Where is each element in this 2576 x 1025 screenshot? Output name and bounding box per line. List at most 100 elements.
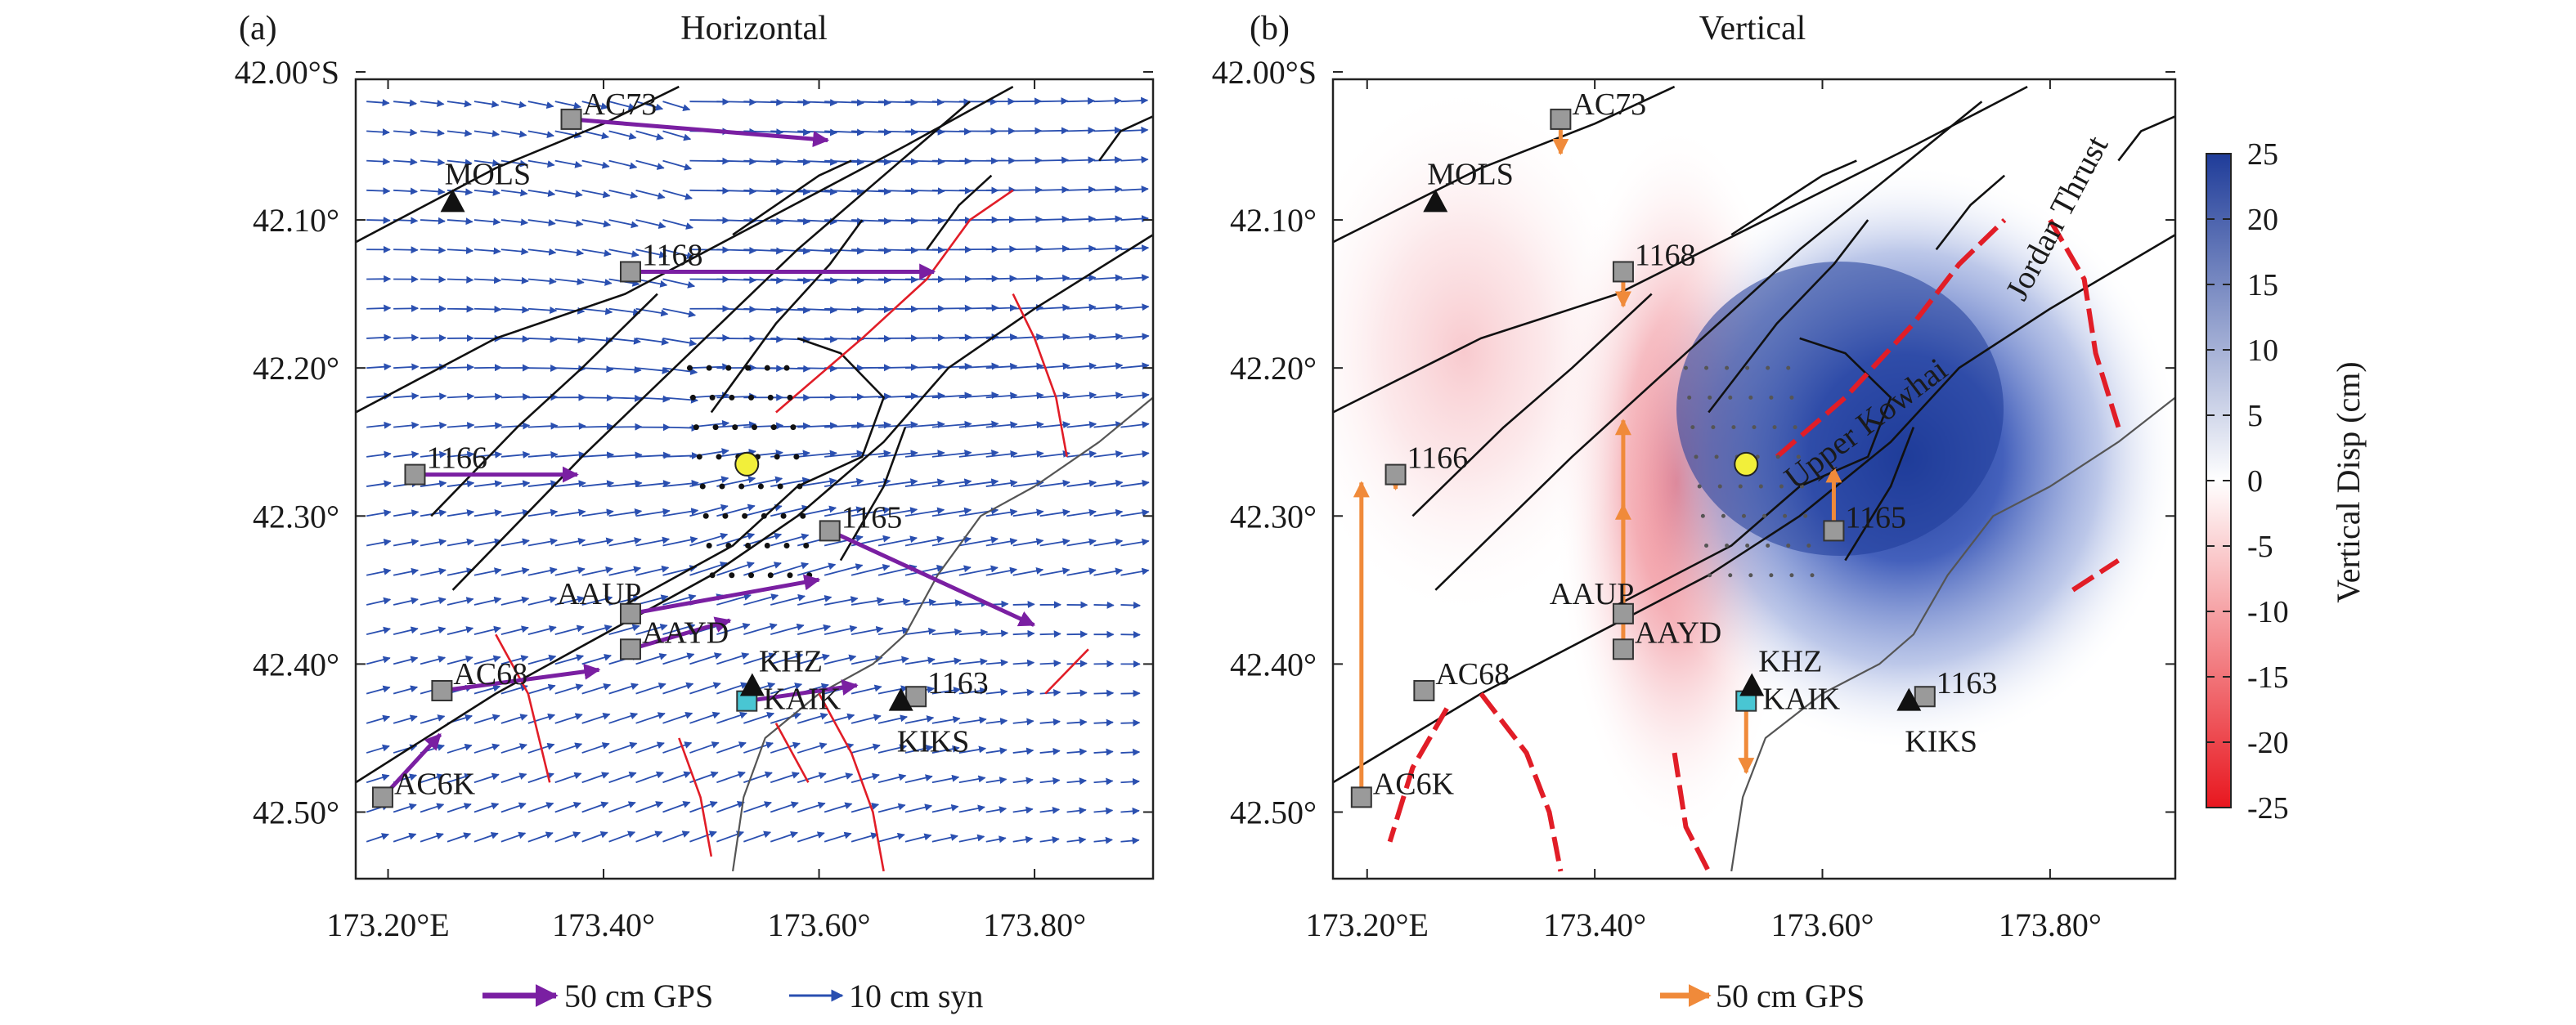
synthetic-vector: [420, 159, 446, 166]
synthetic-vector: [366, 539, 392, 547]
synthetic-vector: [581, 508, 614, 517]
synthetic-vector: [447, 129, 473, 137]
synthetic-vector: [500, 831, 527, 843]
synthetic-vector: [635, 565, 670, 576]
synthetic-vector: [500, 159, 527, 168]
synthetic-vector: [824, 276, 864, 284]
synthetic-vector: [662, 593, 697, 606]
synthetic-vector: [527, 277, 557, 285]
gps-station-marker: [905, 686, 927, 708]
synthetic-vector: [797, 422, 838, 430]
gps-station-marker: [1413, 679, 1435, 701]
synthetic-vector: [851, 158, 891, 166]
synthetic-vector: [608, 189, 639, 199]
synthetic-vector: [393, 421, 420, 429]
synthetic-vector: [447, 743, 473, 754]
synthetic-vector: [824, 247, 864, 255]
synthetic-vector: [1120, 303, 1150, 311]
synthetic-vector: [420, 450, 447, 459]
synthetic-vector: [635, 801, 664, 813]
synthetic-vector: [393, 567, 420, 576]
fault-traces: [1333, 85, 2175, 873]
synthetic-vector: [393, 832, 417, 843]
synthetic-vector: [581, 772, 610, 784]
synthetic-vector: [743, 128, 784, 137]
synthetic-vector: [527, 189, 556, 198]
synthetic-vector: [554, 595, 586, 606]
synthetic-vector: [797, 276, 838, 284]
synthetic-vector: [1093, 807, 1114, 815]
synthetic-vector: [931, 834, 958, 843]
legend: 50 cm GPS: [1660, 978, 1865, 1014]
synthetic-vector: [931, 774, 960, 784]
synthetic-vector: [473, 422, 503, 430]
legend-syn-label: 10 cm syn: [849, 978, 983, 1014]
synthetic-vector: [851, 276, 891, 284]
synthetic-vector: [904, 627, 936, 636]
synthetic-vector: [635, 508, 671, 517]
synthetic-vector: [473, 596, 502, 606]
synthetic-vector: [689, 652, 722, 665]
synthetic-vector: [527, 451, 559, 459]
synthetic-vector: [420, 597, 447, 606]
synthetic-vector: [1012, 601, 1035, 608]
synthetic-vector: [958, 658, 988, 665]
synthetic-vector: [877, 158, 918, 166]
synthetic-vector: [1093, 126, 1122, 134]
synthetic-vector: [473, 480, 503, 488]
synthetic-vector: [420, 392, 447, 401]
station-label: 1166: [426, 441, 487, 476]
synthetic-vector: [473, 772, 500, 784]
synthetic-vector: [366, 99, 390, 107]
synthetic-vector: [447, 538, 474, 547]
synthetic-vector: [877, 187, 918, 195]
synthetic-vector: [1012, 392, 1044, 400]
synthetic-vector: [447, 597, 474, 606]
synthetic-vector: [877, 832, 905, 843]
synthetic-vector: [824, 772, 854, 784]
synthetic-vector: [608, 480, 643, 488]
synthetic-vector: [824, 713, 855, 724]
synthetic-vector: [850, 743, 881, 754]
synthetic-vector: [473, 714, 500, 724]
gps-horizontal-arrow: [746, 679, 859, 704]
gps-station-marker: [371, 786, 393, 808]
synthetic-vector: [554, 307, 586, 315]
synthetic-vector: [850, 478, 891, 487]
synthetic-vector: [850, 506, 891, 517]
synthetic-vector: [554, 278, 585, 286]
synthetic-vector: [1039, 660, 1061, 668]
synthetic-vector: [447, 626, 474, 636]
synthetic-vector: [500, 625, 529, 636]
synthetic-vector: [393, 99, 417, 107]
synthetic-vector: [716, 623, 751, 636]
synthetic-vector: [770, 217, 811, 226]
synthetic-vector: [851, 128, 891, 137]
synthetic-vector: [716, 800, 745, 813]
synthetic-vector: [958, 834, 985, 843]
synthetic-vector: [1039, 508, 1070, 517]
synthetic-vector: [635, 771, 664, 784]
synthetic-vector: [662, 711, 693, 724]
synthetic-vector: [662, 623, 696, 636]
synthetic-vector: [931, 392, 972, 400]
synthetic-vector: [473, 276, 502, 284]
panel-a-label: (a): [239, 10, 277, 47]
synthetic-vector: [554, 801, 581, 813]
synthetic-vector: [904, 598, 937, 606]
synthetic-vector: [635, 451, 671, 459]
synthetic-vector: [581, 278, 613, 286]
synthetic-vector: [500, 422, 531, 430]
synthetic-vector: [608, 101, 636, 110]
synthetic-vector: [635, 101, 664, 111]
synthetic-vector: [904, 745, 934, 754]
synthetic-vector: [393, 597, 419, 606]
synthetic-vector: [366, 656, 391, 665]
synthetic-vector: [1012, 629, 1035, 638]
synthetic-vector: [985, 304, 1017, 312]
synthetic-vector: [1066, 215, 1097, 223]
synthetic-vector: [447, 247, 473, 255]
synthetic-vector: [1066, 392, 1097, 400]
synthetic-vector: [581, 713, 611, 724]
